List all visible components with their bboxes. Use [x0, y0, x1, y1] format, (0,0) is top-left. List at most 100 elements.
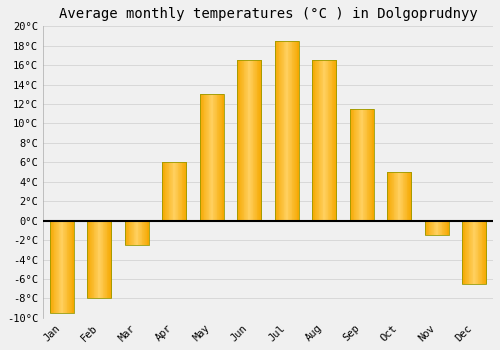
Bar — [316, 60, 317, 220]
Bar — [393, 172, 394, 220]
Bar — [356, 109, 357, 220]
Bar — [288, 41, 290, 220]
Bar — [252, 60, 254, 220]
Bar — [485, 220, 486, 284]
Bar — [472, 220, 474, 284]
Bar — [360, 109, 361, 220]
Bar — [320, 60, 321, 220]
Bar — [318, 60, 320, 220]
Bar — [428, 220, 430, 235]
Bar — [57, 220, 58, 313]
Bar — [202, 94, 203, 220]
Bar — [97, 220, 98, 299]
Bar — [467, 220, 468, 284]
Bar — [179, 162, 180, 220]
Bar — [470, 220, 471, 284]
Bar — [124, 220, 126, 245]
Bar — [88, 220, 89, 299]
Bar — [176, 162, 177, 220]
Bar — [409, 172, 410, 220]
Bar — [132, 220, 133, 245]
Bar — [353, 109, 354, 220]
Bar — [162, 162, 163, 220]
Bar — [314, 60, 316, 220]
Bar — [440, 220, 441, 235]
Bar — [168, 162, 170, 220]
Bar — [335, 60, 336, 220]
Bar — [72, 220, 74, 313]
Bar — [428, 220, 429, 235]
Bar — [362, 109, 364, 220]
Bar — [138, 220, 140, 245]
Bar — [294, 41, 295, 220]
Bar — [364, 109, 365, 220]
Bar — [282, 41, 283, 220]
Bar — [204, 94, 206, 220]
Bar — [52, 220, 53, 313]
Bar — [242, 60, 243, 220]
Bar — [178, 162, 180, 220]
Bar — [181, 162, 182, 220]
Bar — [324, 60, 325, 220]
Bar — [163, 162, 164, 220]
Bar — [462, 220, 463, 284]
Bar — [396, 172, 397, 220]
Bar — [50, 220, 51, 313]
Bar — [110, 220, 111, 299]
Bar — [317, 60, 318, 220]
Bar — [142, 220, 144, 245]
Bar — [185, 162, 186, 220]
Bar — [68, 220, 69, 313]
Bar — [329, 60, 330, 220]
Bar — [94, 220, 96, 299]
Bar — [325, 60, 326, 220]
Bar — [350, 109, 374, 220]
Bar — [73, 220, 74, 313]
Bar — [392, 172, 393, 220]
Bar — [106, 220, 108, 299]
Bar — [352, 109, 353, 220]
Bar — [87, 220, 112, 299]
Bar — [98, 220, 100, 299]
Bar — [466, 220, 467, 284]
Bar — [220, 94, 222, 220]
Bar — [483, 220, 484, 284]
Bar — [391, 172, 392, 220]
Bar — [292, 41, 294, 220]
Bar — [370, 109, 372, 220]
Bar — [218, 94, 219, 220]
Bar — [109, 220, 110, 299]
Bar — [475, 220, 476, 284]
Bar — [438, 220, 440, 235]
Bar — [441, 220, 442, 235]
Bar — [426, 220, 427, 235]
Bar — [312, 60, 336, 220]
Bar — [240, 60, 242, 220]
Bar — [481, 220, 482, 284]
Bar — [357, 109, 358, 220]
Bar — [237, 60, 262, 220]
Bar — [237, 60, 238, 220]
Bar — [201, 94, 202, 220]
Bar — [222, 94, 224, 220]
Bar — [442, 220, 444, 235]
Bar — [439, 220, 440, 235]
Bar — [284, 41, 286, 220]
Bar — [436, 220, 437, 235]
Bar — [281, 41, 282, 220]
Bar — [251, 60, 252, 220]
Bar — [64, 220, 65, 313]
Bar — [400, 172, 401, 220]
Bar — [223, 94, 224, 220]
Bar — [95, 220, 96, 299]
Bar — [110, 220, 112, 299]
Bar — [128, 220, 130, 245]
Bar — [435, 220, 436, 235]
Bar — [146, 220, 148, 245]
Bar — [404, 172, 405, 220]
Bar — [93, 220, 94, 299]
Bar — [434, 220, 436, 235]
Bar — [164, 162, 166, 220]
Bar — [480, 220, 481, 284]
Bar — [141, 220, 142, 245]
